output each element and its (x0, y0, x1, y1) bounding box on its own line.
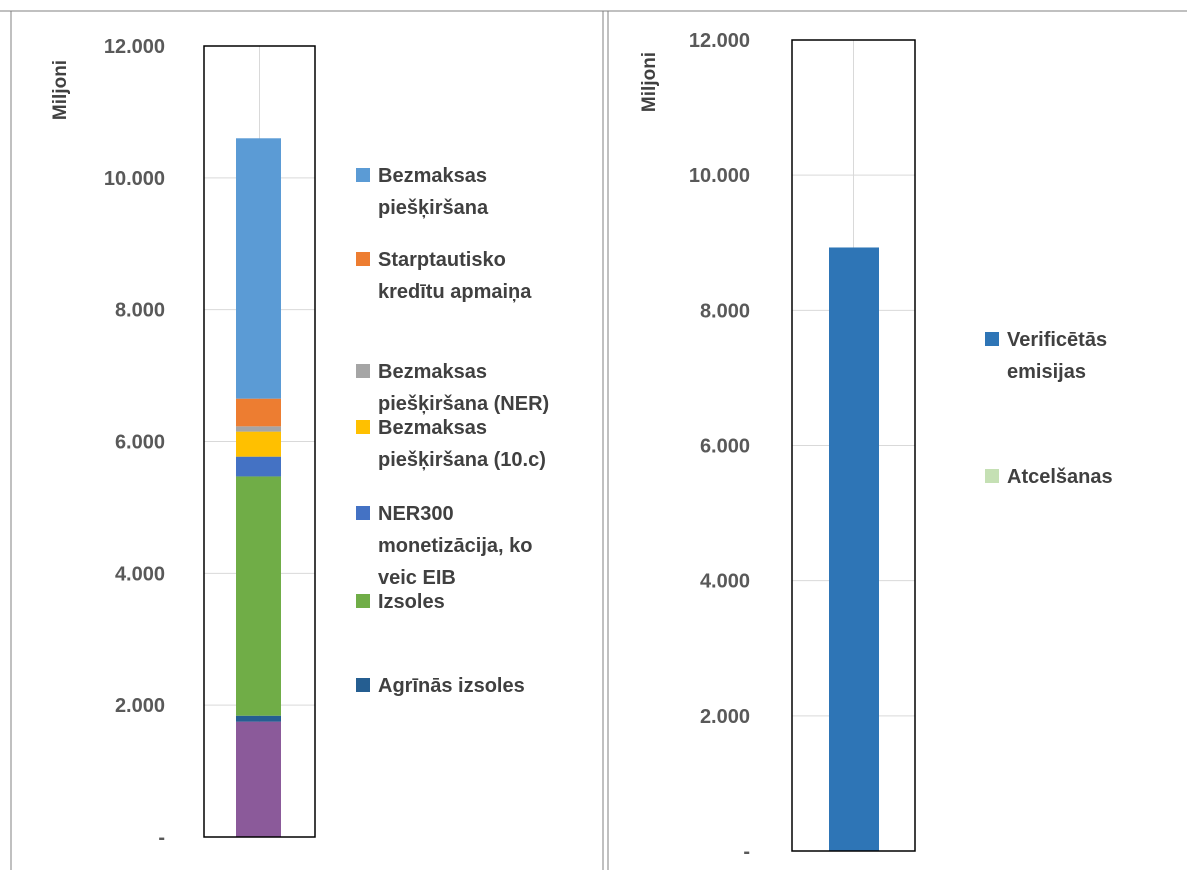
c2-plot-frame (791, 39, 916, 852)
c1-legend-label-5: monetizācija, ko (378, 535, 533, 557)
c1-legend-swatch-1 (356, 168, 370, 182)
c2-y-tick-label: 10.000 (689, 165, 750, 187)
c1-legend-swatch-7 (356, 678, 370, 692)
c1-legend-label-3: Bezmaksas (378, 361, 487, 383)
c1-bar-segment-3 (236, 476, 281, 716)
c1-legend-label-5: veic EIB (378, 567, 456, 589)
c2-legend-swatch-1 (985, 332, 999, 346)
c2-y-tick-label: 2.000 (700, 706, 750, 728)
c1-legend-swatch-4 (356, 420, 370, 434)
c2-legend-label-1: Verificētās (1007, 329, 1107, 351)
c1-bar-segment-6 (236, 426, 281, 432)
c1-y-tick-label: 12.000 (104, 36, 165, 58)
c2-legend-label-2: Atcelšanas (1007, 466, 1113, 488)
c2-y-tick-label: 8.000 (700, 300, 750, 322)
c2-y-tick-label: 6.000 (700, 436, 750, 458)
c1-y-tick-label: - (158, 827, 165, 849)
c1-plot-frame (203, 45, 316, 838)
c1-legend-label-3: piešķiršana (NER) (378, 393, 549, 415)
c1-legend-swatch-6 (356, 594, 370, 608)
c1-bar-segment-5 (236, 431, 281, 457)
c1-legend-label-2: Starptautisko (378, 249, 506, 271)
c1-legend-swatch-2 (356, 252, 370, 266)
c1-legend-label-7: Agrīnās izsoles (378, 675, 525, 697)
c1-y-axis-label: Miljoni (50, 60, 71, 120)
c1-legend-label-1: Bezmaksas (378, 165, 487, 187)
c2-legend-label-1: emisijas (1007, 361, 1086, 383)
c1-legend-label-6: Izsoles (378, 591, 445, 613)
c1-legend-swatch-5 (356, 506, 370, 520)
c1-legend-label-4: piešķiršana (10.c) (378, 449, 546, 471)
c1-bar-segment-1 (236, 721, 281, 837)
c2-bar-segment-1 (829, 247, 879, 851)
c1-legend-label-4: Bezmaksas (378, 417, 487, 439)
c2-y-tick-label: 12.000 (689, 30, 750, 52)
c1-y-tick-label: 8.000 (115, 300, 165, 322)
c1-y-tick-label: 2.000 (115, 695, 165, 717)
c2-y-axis-label: Miljoni (639, 52, 660, 112)
c1-bar-segment-8 (236, 138, 281, 399)
c1-y-tick-label: 6.000 (115, 432, 165, 454)
c1-legend-label-5: NER300 (378, 503, 454, 525)
c1-y-tick-label: 10.000 (104, 168, 165, 190)
c1-y-tick-label: 4.000 (115, 563, 165, 585)
c2-y-tick-label: - (743, 841, 750, 863)
c2-legend-swatch-2 (985, 469, 999, 483)
c1-bar-segment-4 (236, 456, 281, 477)
c2-y-tick-label: 4.000 (700, 571, 750, 593)
c1-legend-label-1: piešķiršana (378, 197, 489, 219)
c1-legend-label-2: kredītu apmaiņa (378, 281, 532, 303)
c1-bar-segment-7 (236, 398, 281, 427)
c1-legend-swatch-3 (356, 364, 370, 378)
c1-bar-segment-2 (236, 715, 281, 722)
